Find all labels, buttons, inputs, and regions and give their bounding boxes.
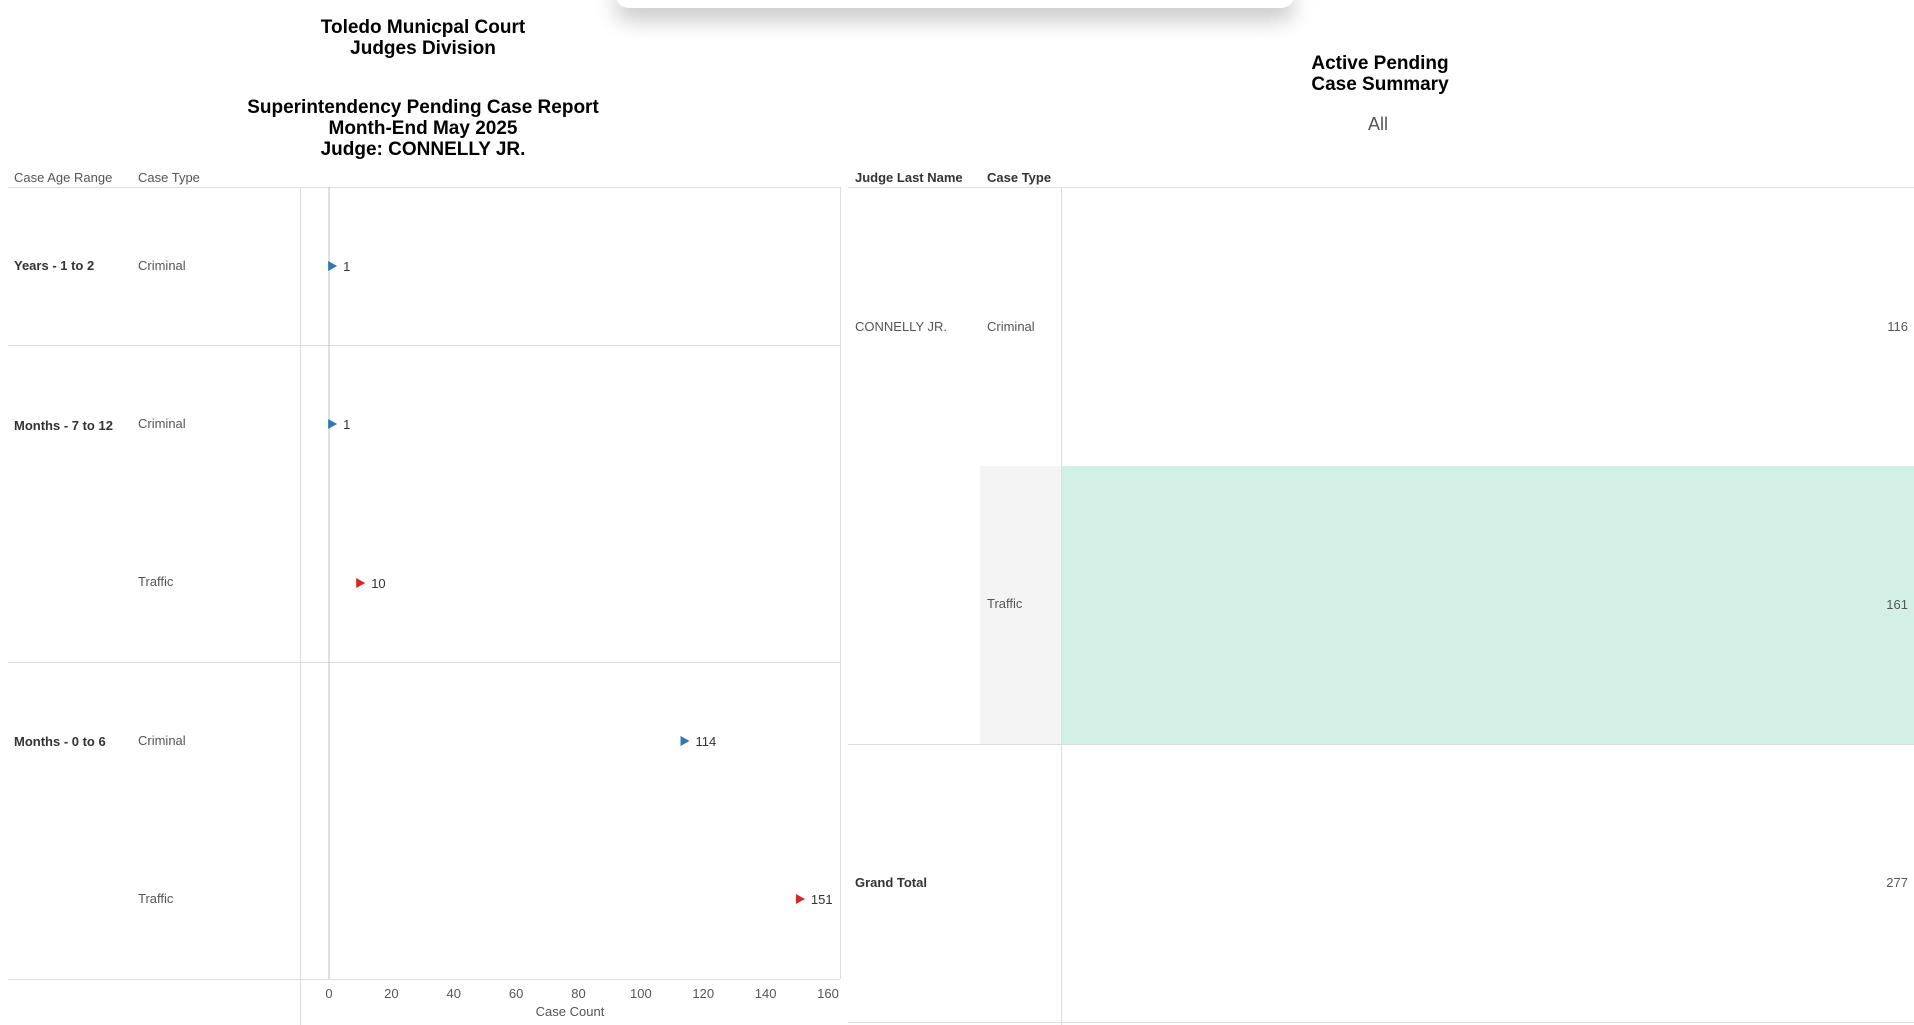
data-label: 151: [811, 892, 833, 907]
summary-title-line2: Case Summary: [1311, 74, 1449, 95]
group-label-years-1-to-2: Years - 1 to 2: [14, 258, 95, 273]
x-tick-label: 20: [384, 986, 398, 1001]
report-period: Month-End May 2025: [328, 118, 518, 139]
summary-title: Active Pending Case Summary: [1180, 53, 1580, 95]
report-title: Superintendency Pending Case Report Mont…: [223, 97, 623, 160]
grand-total-value: 277: [1886, 875, 1908, 890]
x-tick-label: 60: [509, 986, 523, 1001]
data-point-criminal[interactable]: [328, 261, 338, 271]
data-point-criminal[interactable]: [328, 419, 338, 429]
report-name: Superintendency Pending Case Report: [247, 97, 599, 118]
left-header-divider: [8, 187, 840, 188]
traffic-highlight-value-cell[interactable]: [1062, 466, 1914, 744]
data-label: 114: [696, 734, 717, 749]
judge-filter-value[interactable]: All: [1368, 114, 1389, 134]
x-tick-label: 120: [692, 986, 714, 1001]
x-axis-title: Case Count: [536, 1004, 605, 1019]
left-bottom-divider: [8, 979, 840, 980]
data-label: 1: [343, 417, 350, 432]
summary-value-traffic: 161: [1886, 597, 1908, 612]
data-point-criminal[interactable]: [680, 736, 690, 746]
header-case-type[interactable]: Case Type: [138, 170, 200, 185]
right-bottom-divider: [848, 1022, 1914, 1023]
summary-value-criminal: 116: [1887, 319, 1908, 334]
right-header-divider: [848, 187, 1914, 188]
case-type-label: Traffic: [138, 574, 174, 589]
division-name: Judges Division: [350, 38, 496, 59]
x-tick-label: 0: [325, 986, 332, 1001]
floating-toolbar-shadow: [615, 0, 1295, 8]
x-tick-label: 100: [630, 986, 652, 1001]
traffic-highlight-label-cell: [980, 466, 1061, 744]
header-summary-case-type[interactable]: Case Type: [987, 170, 1052, 185]
x-tick-label: 140: [755, 986, 777, 1001]
pane-right-edge: [840, 187, 841, 979]
report-judge: Judge: CONNELLY JR.: [320, 139, 526, 160]
group-label-months-7-to-12: Months - 7 to 12: [14, 418, 113, 433]
summary-title-line1: Active Pending: [1311, 53, 1449, 74]
header-judge-last-name[interactable]: Judge Last Name: [855, 170, 963, 185]
court-name: Toledo Municpal Court: [320, 17, 526, 38]
x-tick-label: 80: [571, 986, 585, 1001]
data-point-traffic[interactable]: [356, 578, 366, 588]
grand-total-label: Grand Total: [855, 875, 927, 890]
court-title: Toledo Municpal Court Judges Division: [223, 17, 623, 59]
label-value-divider: [1061, 187, 1062, 1025]
judge-name-cell: CONNELLY JR.: [855, 319, 947, 334]
data-label: 1: [343, 259, 350, 274]
data-point-traffic[interactable]: [795, 894, 805, 904]
group-label-months-0-to-6: Months - 0 to 6: [14, 734, 106, 749]
summary-case-type-criminal: Criminal: [987, 319, 1035, 334]
header-case-age-range[interactable]: Case Age Range: [14, 170, 113, 185]
summary-case-type-traffic: Traffic: [987, 596, 1023, 611]
group-divider-2: [8, 662, 840, 663]
x-tick-label: 160: [817, 986, 839, 1001]
case-type-label: Criminal: [138, 416, 186, 431]
case-type-label: Criminal: [138, 258, 186, 273]
group-divider-1: [8, 345, 840, 346]
pane-divider: [300, 187, 301, 1025]
x-tick-label: 40: [447, 986, 461, 1001]
case-type-label: Traffic: [138, 891, 174, 906]
case-type-label: Criminal: [138, 733, 186, 748]
judge-total-divider: [848, 744, 1914, 745]
data-label: 10: [371, 576, 385, 591]
